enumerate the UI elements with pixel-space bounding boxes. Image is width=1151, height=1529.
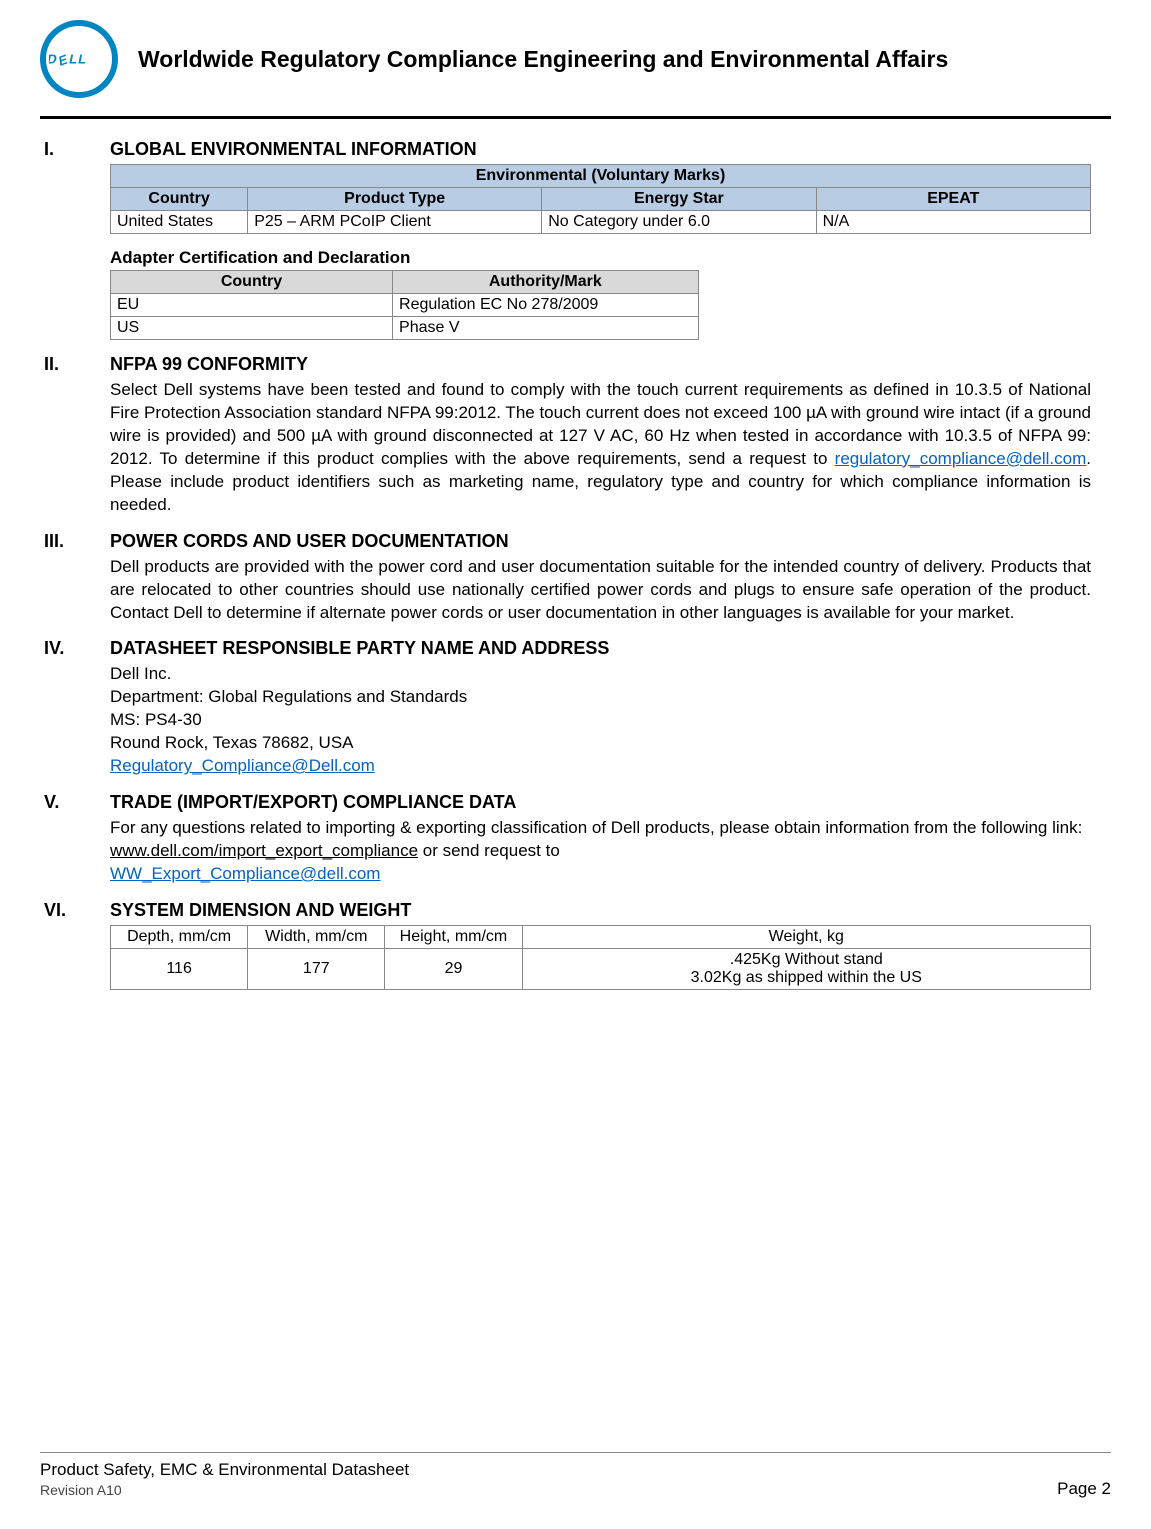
section-number: III. (40, 531, 110, 625)
col-depth: Depth, mm/cm (111, 925, 248, 948)
cell: Phase V (393, 317, 699, 340)
cell: N/A (816, 211, 1090, 234)
section-global-env: I. GLOBAL ENVIRONMENTAL INFORMATION Envi… (40, 139, 1111, 340)
cell-width: 177 (248, 948, 385, 989)
section-text: Select Dell systems have been tested and… (110, 379, 1091, 517)
cell-height: 29 (385, 948, 522, 989)
cell: US (111, 317, 393, 340)
svg-text:E: E (58, 51, 68, 69)
cell-depth: 116 (111, 948, 248, 989)
section-responsible-party: IV. DATASHEET RESPONSIBLE PARTY NAME AND… (40, 638, 1111, 778)
section-title: DATASHEET RESPONSIBLE PARTY NAME AND ADD… (110, 638, 1091, 659)
col-width: Width, mm/cm (248, 925, 385, 948)
section-number: IV. (40, 638, 110, 778)
table-caption: Environmental (Voluntary Marks) (111, 165, 1091, 188)
env-marks-table: Environmental (Voluntary Marks) Country … (110, 164, 1091, 234)
table-row: US Phase V (111, 317, 699, 340)
section-title: GLOBAL ENVIRONMENTAL INFORMATION (110, 139, 1091, 160)
email-link[interactable]: regulatory_compliance@dell.com (835, 449, 1087, 468)
url-text: www.dell.com/import_export_compliance (110, 841, 418, 860)
section-nfpa: II. NFPA 99 CONFORMITY Select Dell syste… (40, 354, 1111, 517)
footer-revision: Revision A10 (40, 1481, 409, 1499)
cell: No Category under 6.0 (542, 211, 816, 234)
section-dimensions: VI. SYSTEM DIMENSION AND WEIGHT Depth, m… (40, 900, 1111, 990)
section-title: SYSTEM DIMENSION AND WEIGHT (110, 900, 1091, 921)
section-title: NFPA 99 CONFORMITY (110, 354, 1091, 375)
svg-text:D: D (49, 52, 58, 67)
address-line: Round Rock, Texas 78682, USA (110, 732, 1091, 755)
section-title: TRADE (IMPORT/EXPORT) COMPLIANCE DATA (110, 792, 1091, 813)
col-product-type: Product Type (248, 188, 542, 211)
section-text: Dell products are provided with the powe… (110, 556, 1091, 625)
cell: EU (111, 294, 393, 317)
col-height: Height, mm/cm (385, 925, 522, 948)
content: I. GLOBAL ENVIRONMENTAL INFORMATION Envi… (40, 139, 1111, 990)
section-power-cords: III. POWER CORDS AND USER DOCUMENTATION … (40, 531, 1111, 625)
section-number: VI. (40, 900, 110, 990)
section-number: II. (40, 354, 110, 517)
weight-line: 3.02Kg as shipped within the US (691, 969, 922, 986)
section-text: For any questions related to importing &… (110, 817, 1091, 886)
dell-logo-icon: D E L L (40, 20, 118, 98)
cell: United States (111, 211, 248, 234)
address-line: Dell Inc. (110, 663, 1091, 686)
table-row: United States P25 – ARM PCoIP Client No … (111, 211, 1091, 234)
table-row: EU Regulation EC No 278/2009 (111, 294, 699, 317)
adapter-subtitle: Adapter Certification and Declaration (110, 248, 1091, 268)
svg-text:L: L (77, 52, 88, 67)
header-title: Worldwide Regulatory Compliance Engineer… (138, 46, 948, 73)
adapter-table: Country Authority/Mark EU Regulation EC … (110, 270, 699, 340)
cell: Regulation EC No 278/2009 (393, 294, 699, 317)
section-number: V. (40, 792, 110, 886)
page-footer: Product Safety, EMC & Environmental Data… (40, 1452, 1111, 1499)
text-part: or send request to (418, 841, 560, 860)
col-energy-star: Energy Star (542, 188, 816, 211)
text-part: For any questions related to importing &… (110, 818, 1082, 837)
dimensions-table: Depth, mm/cm Width, mm/cm Height, mm/cm … (110, 925, 1091, 990)
cell-weight: .425Kg Without stand 3.02Kg as shipped w… (522, 948, 1090, 989)
table-row: 116 177 29 .425Kg Without stand 3.02Kg a… (111, 948, 1091, 989)
col-epeat: EPEAT (816, 188, 1090, 211)
footer-page: Page 2 (1057, 1479, 1111, 1499)
email-link[interactable]: Regulatory_Compliance@Dell.com (110, 756, 375, 775)
cell: P25 – ARM PCoIP Client (248, 211, 542, 234)
weight-line: .425Kg Without stand (730, 951, 883, 968)
section-title: POWER CORDS AND USER DOCUMENTATION (110, 531, 1091, 552)
address-line: Department: Global Regulations and Stand… (110, 686, 1091, 709)
footer-title: Product Safety, EMC & Environmental Data… (40, 1459, 409, 1481)
section-trade-compliance: V. TRADE (IMPORT/EXPORT) COMPLIANCE DATA… (40, 792, 1111, 886)
address-line: MS: PS4-30 (110, 709, 1091, 732)
col-weight: Weight, kg (522, 925, 1090, 948)
col-country: Country (111, 188, 248, 211)
col-country: Country (111, 271, 393, 294)
section-number: I. (40, 139, 110, 340)
email-link[interactable]: WW_Export_Compliance@dell.com (110, 864, 380, 883)
page-header: D E L L Worldwide Regulatory Compliance … (40, 20, 1111, 119)
col-authority: Authority/Mark (393, 271, 699, 294)
